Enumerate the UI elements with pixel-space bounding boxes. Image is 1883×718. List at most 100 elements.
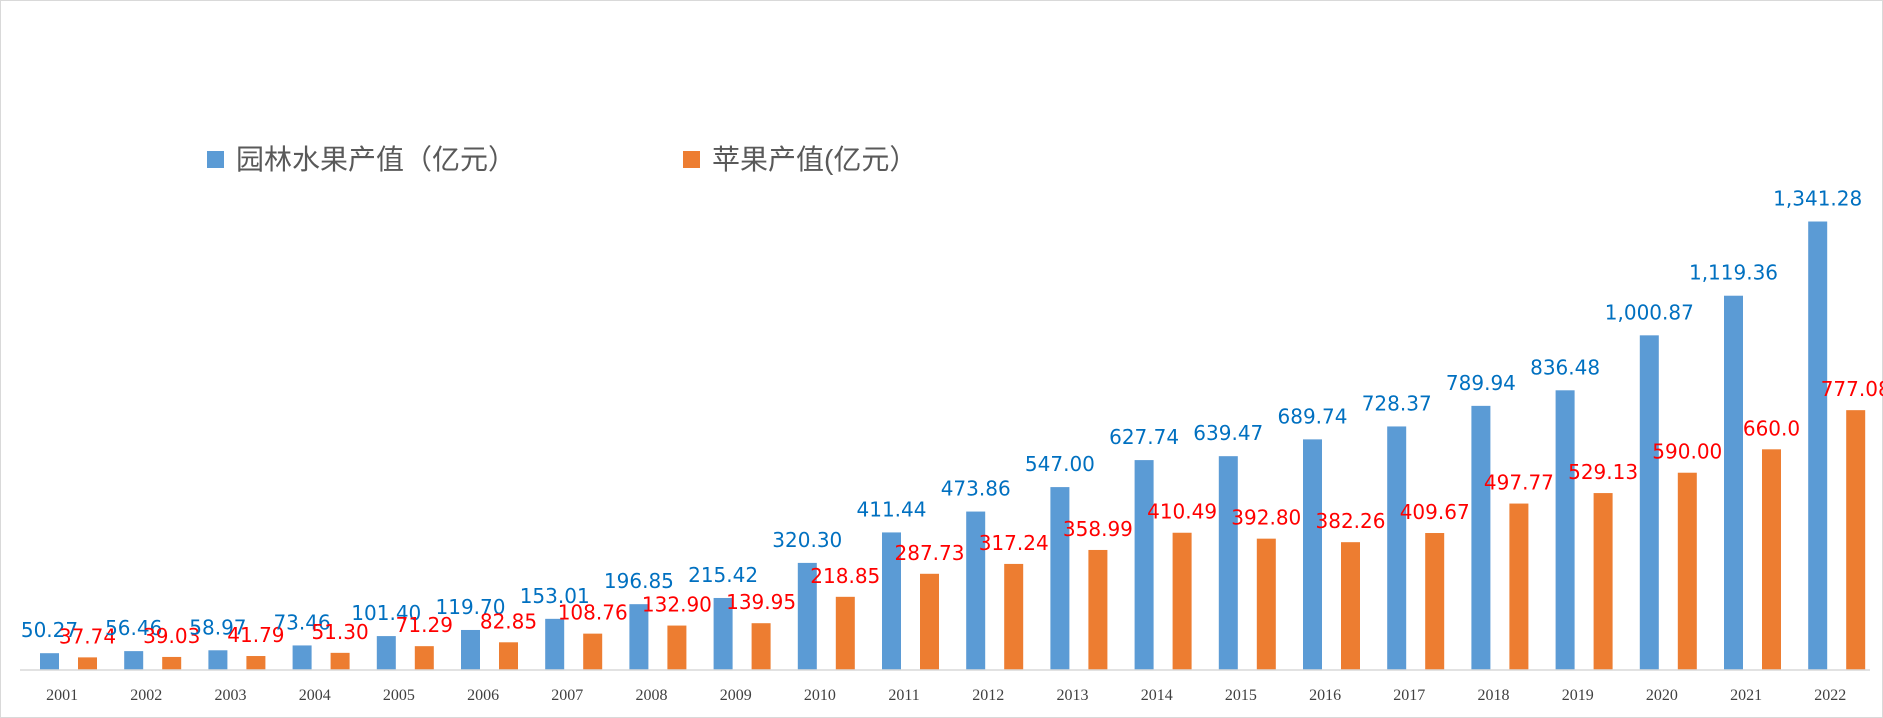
data-label-series-b: 71.29 [396,613,453,637]
data-label-series-b: 39.03 [143,624,200,648]
data-label-series-a: 153.01 [520,584,590,608]
x-tick-label: 2017 [1393,687,1425,704]
bar-series-b [751,623,771,670]
data-label-series-b: 108.76 [558,601,628,625]
x-tick-label: 2019 [1562,687,1594,704]
data-label-series-a: 50.27 [21,618,78,642]
bar-series-a [1303,439,1322,670]
x-tick-label: 2018 [1478,687,1510,704]
data-label-series-a: 56.46 [105,616,162,640]
bar-series-a [966,511,986,670]
x-tick-label: 2010 [804,687,836,704]
data-label-series-a: 411.44 [857,497,927,521]
data-labels-layer: 50.2737.7456.4639.0358.9741.7973.4651.30… [21,187,1883,649]
data-label-series-b: 777.08 [1821,377,1883,401]
bar-series-a [882,532,901,670]
bar-series-b [1677,472,1697,670]
data-label-series-b: 660.0 [1743,416,1800,440]
bar-series-b [583,633,603,670]
x-tick-label: 2008 [636,687,668,704]
data-label-series-b: 132.90 [642,593,712,617]
bar-series-a [376,636,396,670]
data-label-series-b: 382.26 [1316,509,1386,533]
data-label-series-a: 689.74 [1278,404,1348,428]
data-label-series-b: 41.79 [227,623,284,647]
data-label-series-b: 218.85 [810,564,880,588]
data-label-series-b: 82.85 [480,609,537,633]
bar-series-a [1134,460,1154,670]
data-label-series-b: 51.30 [311,620,368,644]
bar-series-b [1593,493,1613,670]
data-label-series-b: 409.67 [1400,500,1470,524]
data-label-series-a: 320.30 [772,528,842,552]
legend-swatch-series-a [207,151,224,168]
data-label-series-a: 1,341.28 [1773,187,1862,211]
bar-series-b [1004,563,1024,670]
x-tick-label: 2012 [972,687,1004,704]
bar-series-b [246,656,266,670]
bar-series-a [40,653,59,670]
data-label-series-a: 101.40 [351,601,421,625]
x-tick-labels: 2001 2002 2003 2004 2005 2006 2007 2008 2009 2010… [46,687,1846,704]
bar-series-a [1387,426,1407,670]
data-label-series-a: 627.74 [1109,425,1179,449]
bar-series-a [1218,456,1238,670]
data-label-series-b: 358.99 [1063,517,1133,541]
bar-series-b [1172,532,1192,670]
data-label-series-a: 1,000.87 [1605,300,1694,324]
bar-series-b [499,642,518,670]
data-label-series-b: 317.24 [979,531,1049,555]
bar-series-b [1256,538,1276,670]
bar-series-a [1555,390,1575,670]
x-tick-label: 2009 [720,687,752,704]
x-tick-label: 2001 [46,687,78,704]
x-tick-label: 2002 [130,687,162,704]
bar-series-a [545,618,565,670]
x-tick-label: 2005 [383,687,415,704]
legend: 园林水果产值（亿元） 苹果产值(亿元） [207,144,917,175]
x-tick-label: 2016 [1309,687,1341,704]
data-label-series-b: 529.13 [1568,460,1638,484]
data-label-series-b: 139.95 [726,590,796,614]
bar-series-b [1088,549,1108,670]
bar-series-a [713,597,733,670]
x-tick-label: 2013 [1057,687,1089,704]
bar-series-a [1471,405,1491,670]
bar-series-b [667,625,687,670]
x-tick-label: 2015 [1225,687,1257,704]
bar-series-b [1846,410,1866,670]
data-label-series-b: 410.49 [1147,500,1217,524]
data-label-series-b: 37.74 [59,624,116,648]
x-tick-label: 2020 [1646,687,1678,704]
bar-series-b [414,646,434,670]
x-tick-label: 2011 [888,687,919,704]
data-label-series-a: 547.00 [1025,452,1095,476]
x-tick-label: 2006 [467,687,499,704]
data-label-series-a: 73.46 [273,610,330,634]
data-label-series-a: 58.97 [189,615,246,639]
bar-series-b [162,656,182,670]
x-tick-label: 2007 [551,687,583,704]
bar-series-a [1050,487,1070,670]
bar-series-a [124,651,144,670]
data-label-series-a: 196.85 [604,569,674,593]
bar-series-a [208,650,228,670]
data-label-series-a: 215.42 [688,563,758,587]
x-tick-label: 2014 [1141,687,1173,704]
data-label-series-a: 789.94 [1446,371,1516,395]
legend-swatch-series-b [683,151,700,168]
x-tick-label: 2004 [299,687,331,704]
data-label-series-a: 119.70 [436,595,506,619]
bar-series-b [920,573,939,670]
data-label-series-b: 287.73 [895,541,965,565]
bar-series-a [461,629,480,670]
legend-label-series-b: 苹果产值(亿元） [712,144,917,175]
x-tick-label: 2003 [215,687,247,704]
bar-series-b [78,657,97,670]
x-tick-label: 2022 [1814,687,1846,704]
bar-series-b [835,596,855,670]
data-label-series-a: 639.47 [1193,421,1263,445]
bar-series-b [330,652,350,670]
data-label-series-b: 590.00 [1652,440,1722,464]
